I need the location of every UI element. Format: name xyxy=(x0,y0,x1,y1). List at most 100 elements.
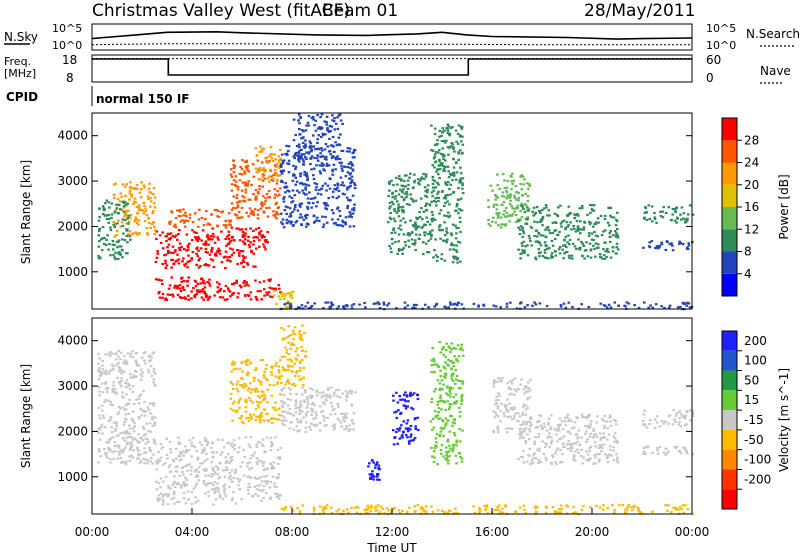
power-cell xyxy=(310,148,314,151)
velocity-cell xyxy=(152,378,156,381)
velocity-cell xyxy=(398,437,402,440)
power-cell xyxy=(293,206,297,209)
velocity-cell xyxy=(500,402,503,405)
velocity-cell xyxy=(282,328,286,331)
velocity-cell xyxy=(99,455,102,458)
velocity-cell xyxy=(485,505,489,508)
power-cell xyxy=(122,200,125,203)
power-cell xyxy=(445,183,449,187)
velocity-cell xyxy=(210,446,213,449)
velocity-cell xyxy=(291,383,294,386)
power-cell xyxy=(637,306,641,310)
velocity-cell xyxy=(154,372,157,375)
velocity-cell xyxy=(401,509,404,512)
velocity-cell xyxy=(283,367,286,370)
power-cell xyxy=(438,149,441,152)
power-cell xyxy=(592,244,595,247)
power-cell xyxy=(447,125,451,128)
power-cell xyxy=(569,221,572,224)
power-cell xyxy=(202,224,206,227)
power-cell xyxy=(388,216,392,219)
velocity-cell xyxy=(684,448,687,451)
velocity-cell xyxy=(607,454,611,457)
velocity-cell xyxy=(453,355,456,358)
velocity-cell xyxy=(126,402,129,405)
velocity-cell xyxy=(135,375,138,378)
velocity-cell xyxy=(237,399,241,402)
power-cell xyxy=(112,183,116,186)
power-cell xyxy=(396,252,399,255)
velocity-cell xyxy=(325,504,329,507)
power-cell xyxy=(397,203,400,206)
power-cell xyxy=(248,246,252,249)
power-cell xyxy=(544,244,547,247)
power-cell xyxy=(508,220,511,223)
velocity-cell xyxy=(273,485,276,488)
power-cell xyxy=(229,295,232,298)
velocity-cell xyxy=(588,447,591,450)
velocity-cell xyxy=(203,437,207,440)
velocity-cell xyxy=(671,423,675,426)
velocity-cell xyxy=(572,454,576,457)
velocity-cell xyxy=(212,487,216,490)
velocity-cell xyxy=(444,424,447,427)
power-cell xyxy=(259,207,263,210)
power-cell xyxy=(414,199,418,202)
velocity-cell xyxy=(527,390,530,393)
power-cell xyxy=(441,190,444,193)
power-cell xyxy=(315,157,319,160)
power-cell xyxy=(128,189,132,192)
velocity-cell xyxy=(556,447,560,450)
velocity-cell xyxy=(439,426,443,429)
power-cell xyxy=(128,234,131,237)
power-cell xyxy=(166,246,169,249)
power-cell xyxy=(651,306,654,309)
power-cell xyxy=(277,213,280,216)
power-cell xyxy=(279,297,282,301)
power-cell xyxy=(421,218,424,221)
power-cell xyxy=(258,245,261,248)
velocity-cell xyxy=(455,374,459,378)
power-region-10 xyxy=(292,113,344,161)
velocity-cell xyxy=(377,467,380,470)
power-cell xyxy=(326,145,330,148)
colorbar-tick-label: 8 xyxy=(744,245,752,259)
power-cell xyxy=(266,293,269,296)
power-cell xyxy=(97,219,101,222)
velocity-cell xyxy=(132,420,135,423)
velocity-cell xyxy=(376,461,379,464)
velocity-cell xyxy=(259,460,263,463)
velocity-cell xyxy=(515,390,518,393)
power-cell xyxy=(528,237,532,240)
power-cell xyxy=(99,256,102,259)
power-cell xyxy=(671,208,675,211)
velocity-cell xyxy=(230,499,234,502)
velocity-cell xyxy=(522,461,525,464)
velocity-cell xyxy=(151,352,155,355)
velocity-cell xyxy=(294,411,298,414)
power-cell xyxy=(281,161,285,164)
power-cell xyxy=(271,177,275,181)
power-cell xyxy=(113,211,117,214)
velocity-cell xyxy=(97,370,101,373)
power-cell xyxy=(218,249,222,252)
velocity-cell xyxy=(387,509,390,512)
velocity-cell xyxy=(461,354,465,357)
power-cell xyxy=(509,199,512,202)
power-cell xyxy=(168,293,172,296)
velocity-cell xyxy=(172,493,176,496)
velocity-cell xyxy=(181,450,185,453)
power-cell xyxy=(433,180,436,183)
power-cell xyxy=(204,263,208,266)
power-cell xyxy=(116,246,119,249)
power-cell xyxy=(178,246,181,250)
power-cell xyxy=(597,246,600,249)
velocity-cell xyxy=(137,449,141,453)
power-cell xyxy=(290,290,294,294)
velocity-cell xyxy=(259,476,263,479)
power-cell xyxy=(402,233,406,236)
power-cell xyxy=(274,212,278,216)
power-cell xyxy=(152,221,156,224)
power-cell xyxy=(244,232,247,235)
velocity-cell xyxy=(257,477,261,480)
